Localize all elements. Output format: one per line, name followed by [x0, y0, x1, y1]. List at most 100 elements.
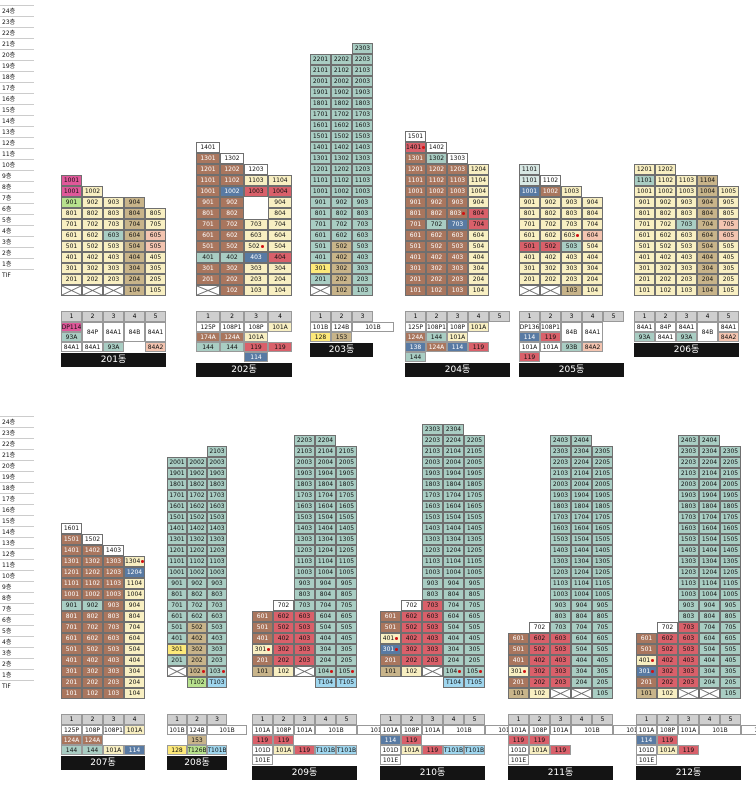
- unit-cell: 1001: [634, 186, 655, 197]
- unit-cell: 604: [571, 633, 592, 644]
- unit-cell: 803: [447, 208, 468, 219]
- unit-type: 93A: [634, 332, 655, 342]
- unit-cell: 2304: [443, 424, 464, 435]
- unit-cell: 304: [468, 263, 489, 274]
- unit-cell: 501: [508, 644, 529, 655]
- unit-type: 124A: [82, 735, 103, 745]
- unit-cell: 2105: [720, 468, 741, 479]
- unit-type: 144: [426, 332, 447, 342]
- unit-type: 101D: [508, 745, 529, 755]
- unit-cell: 2103: [678, 468, 699, 479]
- unit-cell: 603: [422, 611, 443, 622]
- floor-label: 8층: [0, 181, 34, 192]
- unit-cell: 1203: [207, 545, 227, 556]
- unit-cell: 1004: [124, 589, 145, 600]
- unit-cell: 602: [426, 230, 447, 241]
- unit-cell: 2003: [352, 76, 373, 87]
- unit-cell: 1204: [124, 567, 145, 578]
- unit-cell: 102: [655, 285, 676, 296]
- unit-cell: 2103: [550, 468, 571, 479]
- unit-cell: 1401: [167, 523, 187, 534]
- line-number: 5: [336, 714, 357, 725]
- unit-cell: 1904: [315, 468, 336, 479]
- unit-type: 128: [310, 332, 331, 342]
- unit-cell: 801: [61, 208, 82, 219]
- unit-cell: 1003: [352, 186, 373, 197]
- unit-cell: 603: [207, 611, 227, 622]
- unit-cell: 801: [310, 208, 331, 219]
- unit-cell: 1505: [592, 534, 613, 545]
- line-number: 3: [561, 311, 582, 322]
- unit-cell: 402: [273, 633, 294, 644]
- unit-cell: 1603: [294, 501, 315, 512]
- unit-cell: 803: [103, 611, 124, 622]
- unit-type: 84A1: [582, 322, 603, 342]
- unit-cell: 2003: [678, 479, 699, 490]
- unit-cell: 1505: [464, 512, 485, 523]
- unit-cell: 803: [207, 589, 227, 600]
- unit-cell: 1204: [443, 545, 464, 556]
- floor-label: 10층: [0, 570, 34, 581]
- unit-cell: 302: [529, 666, 550, 677]
- unit-type: 124B: [187, 725, 207, 735]
- line-number: 4: [571, 714, 592, 725]
- unit-cell: 1101: [310, 175, 331, 186]
- floor-label: 12층: [0, 137, 34, 148]
- unit-cell: 1402: [331, 142, 352, 153]
- unit-cell: 202: [82, 677, 103, 688]
- unit-cell: 704: [697, 219, 718, 230]
- unit-cell: 404: [468, 252, 489, 263]
- unit-cell: 904: [697, 197, 718, 208]
- unit-cell: 602: [220, 230, 244, 241]
- floor-label: 13층: [0, 537, 34, 548]
- unit-cell: 905: [464, 578, 485, 589]
- unit-cell: 1201: [167, 545, 187, 556]
- unit-cell: 1503: [352, 131, 373, 142]
- unit-cell: 105: [718, 285, 739, 296]
- unit-type: 101A: [103, 745, 124, 755]
- unit-cell: 805: [336, 589, 357, 600]
- unit-cell: 702: [401, 600, 422, 611]
- unit-cell: 803: [678, 611, 699, 622]
- unit-cell: 1004: [268, 186, 292, 197]
- unit-cell: 401: [167, 633, 187, 644]
- unit-cell: 503: [561, 241, 582, 252]
- unit-cell: 2205: [592, 457, 613, 468]
- unit-cell: [196, 285, 220, 296]
- unit-cell: 1201: [61, 567, 82, 578]
- unit-cell: 303: [103, 263, 124, 274]
- unit-cell: T103: [207, 677, 227, 688]
- unit-cell: 104: [582, 285, 603, 296]
- floor-label: 13층: [0, 126, 34, 137]
- unit-cell: 901: [196, 197, 220, 208]
- unit-cell: 804: [582, 208, 603, 219]
- unit-cell: 803: [103, 208, 124, 219]
- unit-cell: 605: [464, 611, 485, 622]
- unit-cell: 403: [561, 252, 582, 263]
- unit-cell: 1301: [196, 153, 220, 164]
- unit-cell: 1003: [550, 589, 571, 600]
- unit-cell: 203: [676, 274, 697, 285]
- unit-cell: 1301: [167, 534, 187, 545]
- floor-label: 16층: [0, 504, 34, 515]
- unit-cell: 902: [426, 197, 447, 208]
- unit-cell: 2204: [699, 457, 720, 468]
- unit-cell: 1203: [422, 545, 443, 556]
- unit-cell: 701: [61, 219, 82, 230]
- unit-cell: 1103: [244, 175, 268, 186]
- line-number: 4: [315, 714, 336, 725]
- unit-cell: 503: [207, 622, 227, 633]
- unit-cell: 503: [676, 241, 697, 252]
- unit-cell: 603: [103, 633, 124, 644]
- unit-cell: 1604: [699, 523, 720, 534]
- floor-label: 17층: [0, 493, 34, 504]
- line-number: 5: [718, 311, 739, 322]
- unit-cell: 601: [405, 230, 426, 241]
- unit-cell: 802: [540, 208, 561, 219]
- unit-cell: 504: [582, 241, 603, 252]
- unit-cell: 304: [315, 644, 336, 655]
- unit-type: T101B: [464, 745, 485, 755]
- unit-cell: 505: [336, 622, 357, 633]
- unit-cell: 102: [331, 285, 352, 296]
- unit-cell: 603: [678, 633, 699, 644]
